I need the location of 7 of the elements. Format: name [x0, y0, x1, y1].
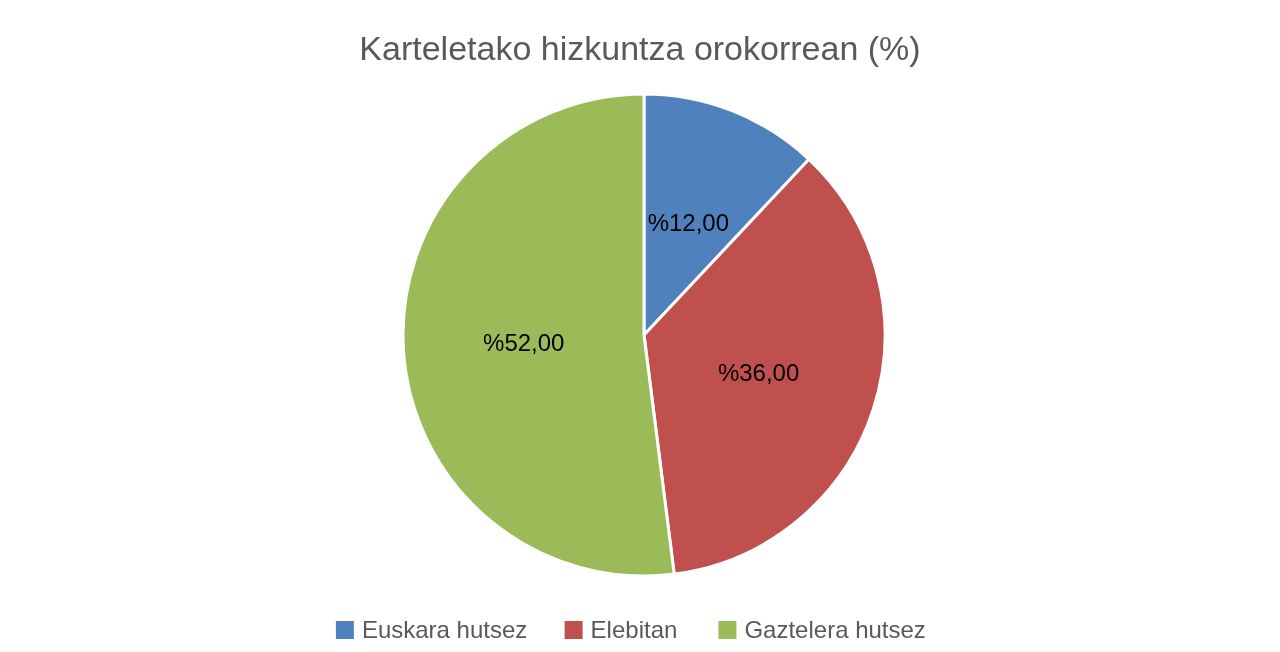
- data-label: %52,00: [483, 328, 565, 356]
- chart-title: Karteletako hizkuntza orokorrean (%): [359, 28, 921, 67]
- data-label: %12,00: [647, 209, 730, 237]
- data-label: %36,00: [717, 358, 800, 386]
- legend-label: Gaztelera hutsez: [744, 616, 926, 644]
- legend-label: Euskara hutsez: [361, 616, 528, 644]
- legend-label: Elebitan: [590, 616, 678, 644]
